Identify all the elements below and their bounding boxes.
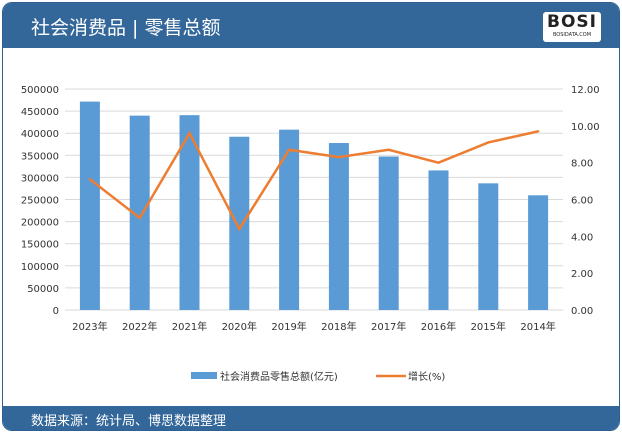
line-point <box>287 148 291 151</box>
x-tick-label: 2023年 <box>72 320 107 333</box>
line-point <box>88 178 92 181</box>
header: 社会消费品 | 零售总额 BOSI BOSIDATA.COM <box>3 3 619 48</box>
line-point <box>188 132 191 135</box>
bar <box>279 129 300 310</box>
y-left-tick-label: 200000 <box>21 218 59 229</box>
x-tick-label: 2020年 <box>222 320 257 333</box>
y-right-tick-label: 2.00 <box>571 269 593 280</box>
y-left-tick-label: 100000 <box>21 262 59 273</box>
y-right-tick-label: 6.00 <box>571 196 593 207</box>
bar <box>179 115 200 310</box>
y-left-tick-label: 450000 <box>21 107 59 118</box>
y-right-tick-label: 12.00 <box>571 85 600 96</box>
bar <box>229 136 250 310</box>
x-tick-label: 2017年 <box>371 320 406 333</box>
y-left-tick-label: 0 <box>53 306 59 317</box>
x-tick-label: 2015年 <box>471 320 506 333</box>
y-left-tick-label: 250000 <box>21 196 59 207</box>
footer: 数据来源：统计局、博思数据整理 <box>3 406 619 430</box>
legend-bar-swatch <box>191 372 217 379</box>
y-right-tick-label: 4.00 <box>571 232 593 243</box>
y-left-tick-label: 350000 <box>21 151 59 162</box>
logo-subtext: BOSIDATA.COM <box>552 32 592 38</box>
y-left-tick-label: 300000 <box>21 173 59 184</box>
bar <box>328 143 349 310</box>
x-tick-label: 2014年 <box>520 320 555 333</box>
bosi-logo: BOSI BOSIDATA.COM <box>543 12 601 42</box>
line-point <box>437 161 440 164</box>
y-right-tick-label: 8.00 <box>571 159 593 170</box>
y-left-tick-label: 500000 <box>21 85 59 96</box>
y-left-tick-label: 400000 <box>21 129 59 140</box>
chart: 0 50000 100000 150000 200000 250000 300000 3500… <box>21 85 600 383</box>
y-left-tick-label: 50000 <box>27 284 59 295</box>
bar <box>129 115 150 310</box>
line-point <box>536 130 540 133</box>
x-tick-label: 2019年 <box>271 320 306 333</box>
line-point <box>138 216 141 220</box>
line-point <box>238 227 241 231</box>
legend-line-label: 增长(%) <box>408 370 445 383</box>
x-tick-label: 2016年 <box>421 320 456 333</box>
line-point <box>337 155 341 159</box>
legend-bar-label: 社会消费品零售总额(亿元) <box>220 370 338 383</box>
y-right-tick-label: 0.00 <box>571 306 593 317</box>
x-tick-label: 2021年 <box>172 320 207 333</box>
bar <box>478 183 499 310</box>
x-tick-label: 2018年 <box>321 320 356 333</box>
line-point <box>487 141 490 144</box>
bar <box>428 170 449 310</box>
bar <box>79 101 100 310</box>
bar <box>528 195 549 310</box>
y-left-tick-label: 150000 <box>21 240 59 251</box>
data-source: 数据来源：统计局、博思数据整理 <box>31 414 227 429</box>
bar <box>378 156 399 310</box>
logo-text: BOSI <box>547 12 597 32</box>
x-tick-label: 2022年 <box>122 320 157 333</box>
page-title: 社会消费品 | 零售总额 <box>31 17 221 39</box>
line-point <box>387 148 390 151</box>
growth-line <box>89 130 539 232</box>
y-right-tick-label: 10.00 <box>571 122 600 133</box>
